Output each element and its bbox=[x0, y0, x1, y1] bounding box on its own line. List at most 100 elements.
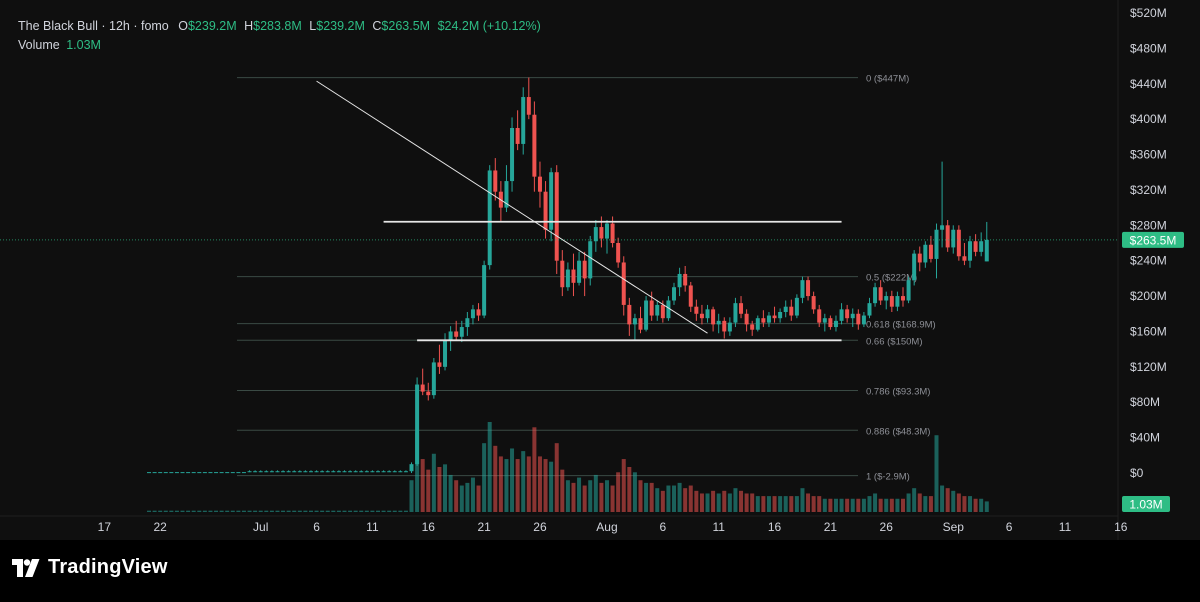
volume-bar bbox=[320, 510, 325, 512]
candle-body bbox=[677, 273, 682, 288]
x-tick-label: 6 bbox=[313, 520, 320, 534]
candle-body bbox=[158, 472, 163, 474]
candle-body bbox=[940, 225, 945, 230]
volume-bar bbox=[649, 482, 654, 512]
volume-bar bbox=[470, 477, 475, 512]
volume-bar bbox=[571, 482, 576, 512]
x-tick-label: 22 bbox=[154, 520, 168, 534]
volume-bar bbox=[504, 459, 509, 512]
fib-level-label: 0.618 ($168.9M) bbox=[866, 320, 936, 331]
footer-bar bbox=[0, 540, 1200, 602]
volume-bar bbox=[163, 510, 168, 512]
candle-body bbox=[364, 471, 369, 473]
candle-body bbox=[856, 313, 861, 325]
x-tick-label: 6 bbox=[659, 520, 666, 534]
candle-body bbox=[817, 309, 822, 323]
candle-body bbox=[688, 285, 693, 307]
volume-bar bbox=[705, 493, 710, 512]
candle-body bbox=[426, 391, 431, 396]
volume-bar bbox=[297, 510, 302, 512]
candle-body bbox=[711, 309, 716, 325]
y-tick-label: $160M bbox=[1130, 324, 1167, 338]
volume-bar bbox=[716, 493, 721, 512]
open-label: O bbox=[178, 19, 188, 33]
legend-ohlc-row: The Black Bull · 12h · fomo O$239.2M H$2… bbox=[18, 17, 541, 36]
trendlines bbox=[316, 80, 842, 342]
candle-body bbox=[761, 318, 766, 323]
y-tick-label: $80M bbox=[1130, 395, 1160, 409]
volume-bar bbox=[152, 510, 157, 512]
candle-body bbox=[493, 170, 498, 192]
candle-body bbox=[660, 304, 665, 319]
high-value: $283.8M bbox=[253, 19, 302, 33]
x-tick-label: 21 bbox=[477, 520, 491, 534]
candle-body bbox=[303, 471, 308, 473]
candle-body bbox=[906, 280, 911, 301]
volume-bar bbox=[560, 469, 565, 512]
chart-panel[interactable]: 0 ($447M) 0.5 ($222M) 0.618 ($168.9M) 0.66 … bbox=[0, 0, 1200, 540]
y-tick-label: $400M bbox=[1130, 112, 1167, 126]
volume-bar bbox=[521, 451, 526, 512]
y-tick-label: $360M bbox=[1130, 148, 1167, 162]
trendline-downtrend bbox=[316, 80, 708, 334]
volume-bar bbox=[822, 498, 827, 512]
candle-body bbox=[839, 309, 844, 321]
candle-body bbox=[431, 362, 436, 396]
volume-bar bbox=[236, 510, 241, 512]
volume-bar bbox=[241, 510, 246, 512]
volume-bar bbox=[694, 490, 699, 512]
axes: $520M $480M $440M $400M $360M $320M $280M $240M… bbox=[0, 0, 1184, 540]
current-price-label: $263.5M bbox=[1130, 233, 1177, 247]
tradingview-logo[interactable]: TradingView bbox=[12, 556, 168, 579]
candle-body bbox=[683, 273, 688, 286]
volume-bar bbox=[599, 482, 604, 512]
candle-body bbox=[504, 181, 509, 208]
price-chart[interactable]: 0 ($447M) 0.5 ($222M) 0.618 ($168.9M) 0.66 … bbox=[0, 0, 1200, 540]
candle-body bbox=[778, 312, 783, 319]
candle-body bbox=[962, 256, 967, 261]
volume-bar bbox=[549, 461, 554, 512]
candle-body bbox=[191, 472, 196, 474]
candle-body bbox=[604, 223, 609, 239]
volume-bar bbox=[817, 496, 822, 512]
candle-body bbox=[973, 241, 978, 252]
volume-bar bbox=[956, 493, 961, 512]
volume-bar bbox=[655, 488, 660, 512]
candle-body bbox=[147, 472, 152, 474]
candle-body bbox=[627, 304, 632, 325]
candle-body bbox=[873, 287, 878, 304]
volume-label: Volume bbox=[18, 38, 60, 52]
candle-body bbox=[588, 241, 593, 279]
candle-body bbox=[387, 471, 392, 473]
candle-body bbox=[543, 191, 548, 230]
candle-body bbox=[800, 280, 805, 298]
candle-body bbox=[694, 306, 699, 314]
candle-body bbox=[269, 471, 274, 473]
volume-bar bbox=[186, 510, 191, 512]
high-label: H bbox=[244, 19, 254, 33]
volume-bar bbox=[459, 485, 464, 512]
volume-bar bbox=[638, 480, 643, 512]
candle-body bbox=[532, 114, 537, 177]
volume-bar bbox=[744, 493, 749, 512]
candle-body bbox=[666, 300, 671, 319]
volume-bar bbox=[169, 510, 174, 512]
candle-body bbox=[789, 306, 794, 316]
volume-bar bbox=[364, 510, 369, 512]
y-tick-label: $200M bbox=[1130, 289, 1167, 303]
candle-body bbox=[571, 269, 576, 283]
volume-bar bbox=[722, 490, 727, 512]
volume-bar bbox=[331, 510, 336, 512]
y-tick-label: $280M bbox=[1130, 218, 1167, 232]
volume-bar bbox=[158, 510, 163, 512]
candle-body bbox=[582, 260, 587, 279]
volume-bar bbox=[900, 498, 905, 512]
volume-bar bbox=[191, 510, 196, 512]
x-tick-label: 26 bbox=[880, 520, 894, 534]
volume-histogram bbox=[147, 422, 989, 512]
volume-bar bbox=[778, 496, 783, 512]
volume-bar bbox=[487, 422, 492, 512]
volume-bar bbox=[727, 493, 732, 512]
candle-body bbox=[733, 303, 738, 323]
volume-bar bbox=[275, 510, 280, 512]
